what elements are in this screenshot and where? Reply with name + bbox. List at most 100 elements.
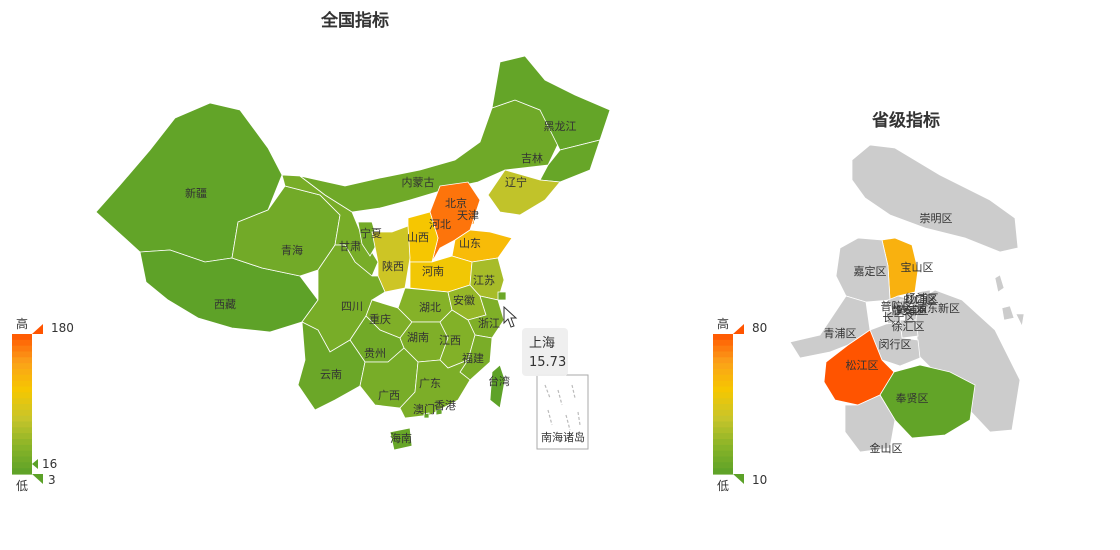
provincial-legend-low-label: 低 — [717, 479, 729, 493]
provincial-map-title: 省级指标 — [872, 111, 940, 131]
islet-shape — [1015, 313, 1025, 327]
region-label-黑龙江: 黑龙江 — [544, 120, 577, 133]
region-label-河南: 河南 — [422, 265, 444, 278]
national-legend-band — [12, 439, 32, 446]
region-label-甘肃: 甘肃 — [339, 240, 361, 253]
region-label-浦东新区: 浦东新区 — [916, 301, 960, 315]
region-label-徐汇区: 徐汇区 — [892, 319, 925, 333]
national-legend-band — [12, 392, 32, 399]
region-label-重庆: 重庆 — [369, 312, 391, 326]
national-legend-band — [12, 409, 32, 417]
region-label-辽宁: 辽宁 — [505, 175, 527, 189]
region-label-江西: 江西 — [439, 334, 461, 347]
region-label-湖北: 湖北 — [419, 301, 441, 314]
region-label-贵州: 贵州 — [364, 347, 386, 360]
region-香港 — [435, 408, 443, 416]
region-label-山西: 山西 — [407, 231, 429, 244]
provincial-map — [789, 144, 1025, 453]
region-label-新疆: 新疆 — [185, 186, 207, 200]
region-label-西藏: 西藏 — [214, 298, 236, 311]
region-label-天津: 天津 — [457, 209, 479, 222]
region-海南 — [389, 427, 413, 451]
region-label-北京: 北京 — [445, 196, 467, 210]
region-金山区 — [844, 394, 896, 453]
provincial-legend-band — [713, 433, 733, 440]
national-legend-high-label: 高 — [16, 316, 28, 331]
national-legend-value: 180 — [51, 321, 74, 335]
region-宁夏 — [357, 221, 379, 257]
national-legend-band — [12, 380, 32, 388]
region-label-河北: 河北 — [429, 218, 451, 231]
region-label-闵行区: 闵行区 — [879, 337, 912, 351]
region-崇明区 — [851, 144, 1019, 253]
region-label-香港: 香港 — [434, 399, 456, 412]
region-label-普陀区: 普陀区 — [881, 299, 914, 313]
region-label-福建: 福建 — [462, 351, 484, 365]
national-legend-band — [12, 404, 32, 411]
region-label-台湾: 台湾 — [488, 374, 510, 388]
islet-shape — [1001, 305, 1015, 321]
national-legend-handle — [32, 474, 43, 484]
region-label-海南: 海南 — [390, 431, 412, 445]
national-legend-band — [12, 444, 32, 452]
national-legend-band — [12, 398, 32, 405]
pointer-cursor-icon — [503, 305, 518, 328]
region-label-金山区: 金山区 — [870, 441, 903, 455]
national-legend-handle — [32, 324, 43, 334]
national-legend-band — [12, 462, 32, 469]
national-legend-band — [12, 374, 32, 382]
provincial-legend-band — [713, 334, 733, 341]
national-legend-value: 3 — [48, 473, 56, 487]
national-legend-band — [12, 351, 32, 358]
provincial-legend-band — [713, 380, 733, 388]
region-label-宁夏: 宁夏 — [360, 226, 382, 240]
provincial-legend-band — [713, 427, 733, 434]
provincial-legend-value: 10 — [752, 473, 767, 487]
provincial-legend-band — [713, 415, 733, 423]
tooltip-value: 15.73 — [529, 355, 567, 370]
provincial-legend-band — [713, 450, 733, 458]
region-label-山东: 山东 — [459, 237, 481, 250]
provincial-legend-band — [713, 398, 733, 405]
provincial-legend-handle — [733, 324, 744, 334]
national-legend-handle — [32, 459, 38, 469]
national-legend-band — [12, 357, 32, 364]
region-台湾 — [489, 364, 506, 409]
region-辽宁 — [487, 169, 561, 216]
region-label-澳门: 澳门 — [413, 402, 435, 416]
provincial-legend-handle — [733, 474, 744, 484]
provincial-legend-band — [713, 392, 733, 399]
region-label-崇明区: 崇明区 — [920, 212, 953, 225]
islet-shape — [994, 274, 1005, 293]
national-legend-band — [12, 468, 32, 475]
national-legend-band — [12, 339, 32, 347]
national-legend-low-label: 低 — [16, 479, 28, 493]
national-legend-band — [12, 369, 32, 376]
provincial-legend-band — [713, 421, 733, 428]
region-label-嘉定区: 嘉定区 — [854, 264, 887, 278]
provincial-legend-high-label: 高 — [717, 316, 729, 331]
national-legend-value: 16 — [42, 457, 57, 471]
provincial-legend-band — [713, 404, 733, 411]
region-label-长宁区: 长宁区 — [883, 310, 916, 324]
tooltip-name: 上海 — [529, 336, 556, 351]
region-上海 — [497, 291, 507, 301]
national-legend-band — [12, 421, 32, 428]
provincial-legend-band — [713, 468, 733, 475]
inset-dashed-boundary — [544, 384, 581, 431]
provincial-legend-value: 80 — [752, 321, 767, 335]
map-tooltip: 上海 15.73 — [522, 328, 568, 376]
national-legend-band — [12, 415, 32, 423]
region-label-云南: 云南 — [320, 368, 342, 381]
region-label-松江区: 松江区 — [846, 358, 879, 372]
region-label-青浦区: 青浦区 — [824, 327, 857, 340]
region-label-静安区: 静安区 — [892, 303, 925, 317]
region-label-青海: 青海 — [281, 243, 303, 257]
region-闵行区 — [869, 321, 921, 367]
region-澳门 — [423, 412, 430, 419]
provincial-legend-band — [713, 386, 733, 393]
provincial-legend-band — [713, 374, 733, 382]
region-label-广西: 广西 — [378, 389, 400, 402]
national-map-title: 全国指标 — [321, 11, 389, 31]
provincial-legend-band — [713, 363, 733, 370]
